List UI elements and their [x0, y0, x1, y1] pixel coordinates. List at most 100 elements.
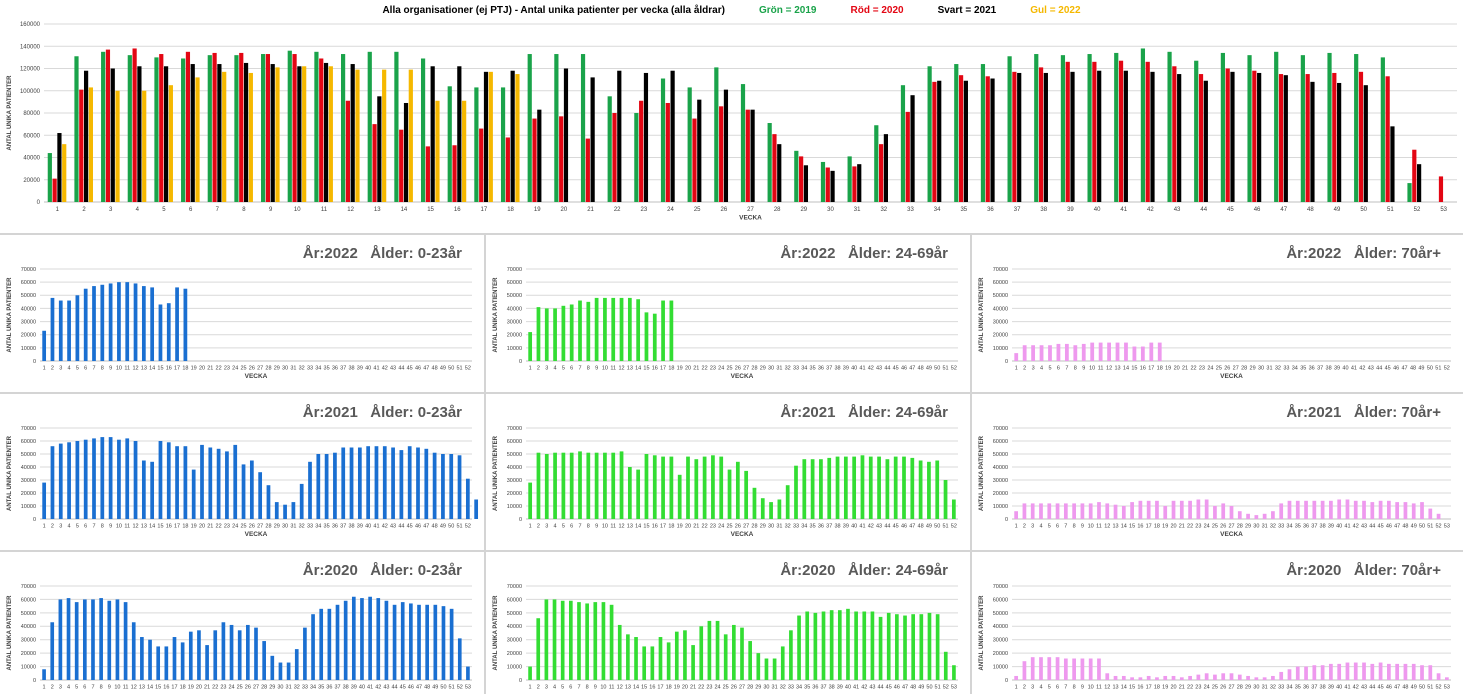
- x-tick-label: 33: [793, 524, 799, 530]
- bar-2022: [142, 90, 147, 202]
- x-tick-label: 9: [595, 366, 598, 372]
- bar: [1097, 658, 1101, 680]
- x-tick-label: 47: [416, 685, 422, 691]
- x-tick-label: 30: [763, 685, 769, 691]
- bar: [1262, 677, 1267, 680]
- x-tick-label: 51: [1427, 685, 1433, 691]
- bar: [715, 620, 720, 680]
- y-tick-label: 40000: [21, 306, 36, 312]
- bar-2019: [660, 78, 666, 202]
- bar: [813, 612, 818, 680]
- bar: [368, 596, 372, 680]
- bar: [133, 441, 138, 519]
- chart-svg: 0 20000 40000 60000 80000 100000 120000 140000 1…: [7, 4, 1457, 222]
- bar: [846, 608, 850, 680]
- bar: [1271, 511, 1275, 519]
- bar: [1098, 342, 1103, 361]
- bar: [902, 456, 906, 519]
- x-tick-label: 40: [1342, 366, 1348, 372]
- x-tick-label: 40: [851, 366, 857, 372]
- bar-2020: [292, 54, 297, 202]
- y-tick-label: 70000: [21, 426, 36, 432]
- bar: [366, 446, 371, 519]
- y-tick-label: 20000: [21, 651, 36, 657]
- x-tick-label: 47: [1280, 207, 1287, 213]
- bar: [133, 283, 138, 361]
- legend-item: Grön = 2019: [759, 5, 817, 16]
- x-tick-label: 17: [171, 685, 177, 691]
- bar: [927, 461, 931, 519]
- bar: [166, 303, 171, 361]
- bar: [918, 460, 923, 519]
- x-axis-label: VECKA: [245, 373, 268, 380]
- x-tick-label: 12: [132, 524, 138, 530]
- x-tick-label: 8: [1073, 524, 1076, 530]
- bar: [1271, 675, 1275, 680]
- bar-2019: [580, 54, 586, 202]
- x-tick-label: 50: [448, 524, 454, 530]
- x-tick-label: 7: [216, 207, 220, 213]
- bar-2021: [243, 62, 249, 202]
- x-tick-label: 53: [951, 685, 957, 691]
- x-tick-label: 22: [216, 366, 222, 372]
- x-tick-label: 22: [1187, 524, 1193, 530]
- bar: [732, 624, 736, 680]
- x-tick-label: 9: [1081, 524, 1084, 530]
- x-tick-label: 10: [116, 366, 122, 372]
- y-tick-label: 80000: [23, 111, 40, 117]
- x-tick-label: 44: [398, 366, 404, 372]
- x-tick-label: 34: [801, 366, 807, 372]
- bar: [115, 599, 120, 680]
- bar-2019: [287, 50, 292, 203]
- x-tick-label: 47: [902, 685, 908, 691]
- bar: [67, 442, 71, 519]
- x-tick-label: 24: [718, 524, 724, 530]
- bar: [1105, 503, 1110, 519]
- x-tick-label: 4: [553, 685, 556, 691]
- bar-2019: [820, 161, 826, 202]
- x-tick-label: 28: [747, 685, 753, 691]
- x-tick-label: 26: [249, 366, 255, 372]
- bar: [711, 455, 715, 519]
- bar: [466, 666, 470, 680]
- x-tick-label: 23: [641, 207, 648, 213]
- x-tick-label: 28: [1237, 685, 1243, 691]
- x-tick-label: 33: [1278, 685, 1284, 691]
- bar: [99, 598, 103, 680]
- bar: [42, 669, 46, 680]
- x-tick-label: 21: [1179, 685, 1185, 691]
- bar-2020: [452, 145, 457, 202]
- x-tick-label: 27: [743, 366, 749, 372]
- bar: [553, 452, 557, 519]
- bar: [175, 446, 179, 519]
- bar-2021: [590, 77, 595, 202]
- x-tick-label: 47: [1402, 366, 1408, 372]
- bar: [886, 612, 891, 680]
- x-tick-label: 34: [801, 524, 807, 530]
- bar-2020: [719, 106, 724, 202]
- x-tick-label: 11: [124, 366, 130, 372]
- bar: [677, 474, 682, 519]
- bar: [609, 604, 614, 680]
- bar: [433, 604, 438, 680]
- x-tick-label: 2: [537, 524, 540, 530]
- x-tick-label: 7: [578, 524, 581, 530]
- x-tick-label: 45: [407, 524, 413, 530]
- bar-2020: [745, 109, 750, 202]
- x-tick-label: 27: [743, 524, 749, 530]
- y-axis-label: ANTAL UNIKA PATIENTER: [979, 595, 985, 671]
- bar: [441, 606, 446, 680]
- bar: [935, 460, 940, 519]
- bar: [1329, 663, 1333, 680]
- x-tick-label: 12: [132, 366, 138, 372]
- bar: [611, 297, 616, 361]
- x-tick-label: 15: [1131, 366, 1137, 372]
- bar: [246, 624, 250, 680]
- bar: [1063, 658, 1068, 680]
- bar: [74, 602, 79, 680]
- x-tick-label: 7: [577, 685, 580, 691]
- y-tick-label: 10000: [21, 346, 36, 352]
- bar: [1014, 675, 1019, 680]
- x-tick-label: 2: [1023, 524, 1026, 530]
- bar-2020: [1358, 71, 1364, 203]
